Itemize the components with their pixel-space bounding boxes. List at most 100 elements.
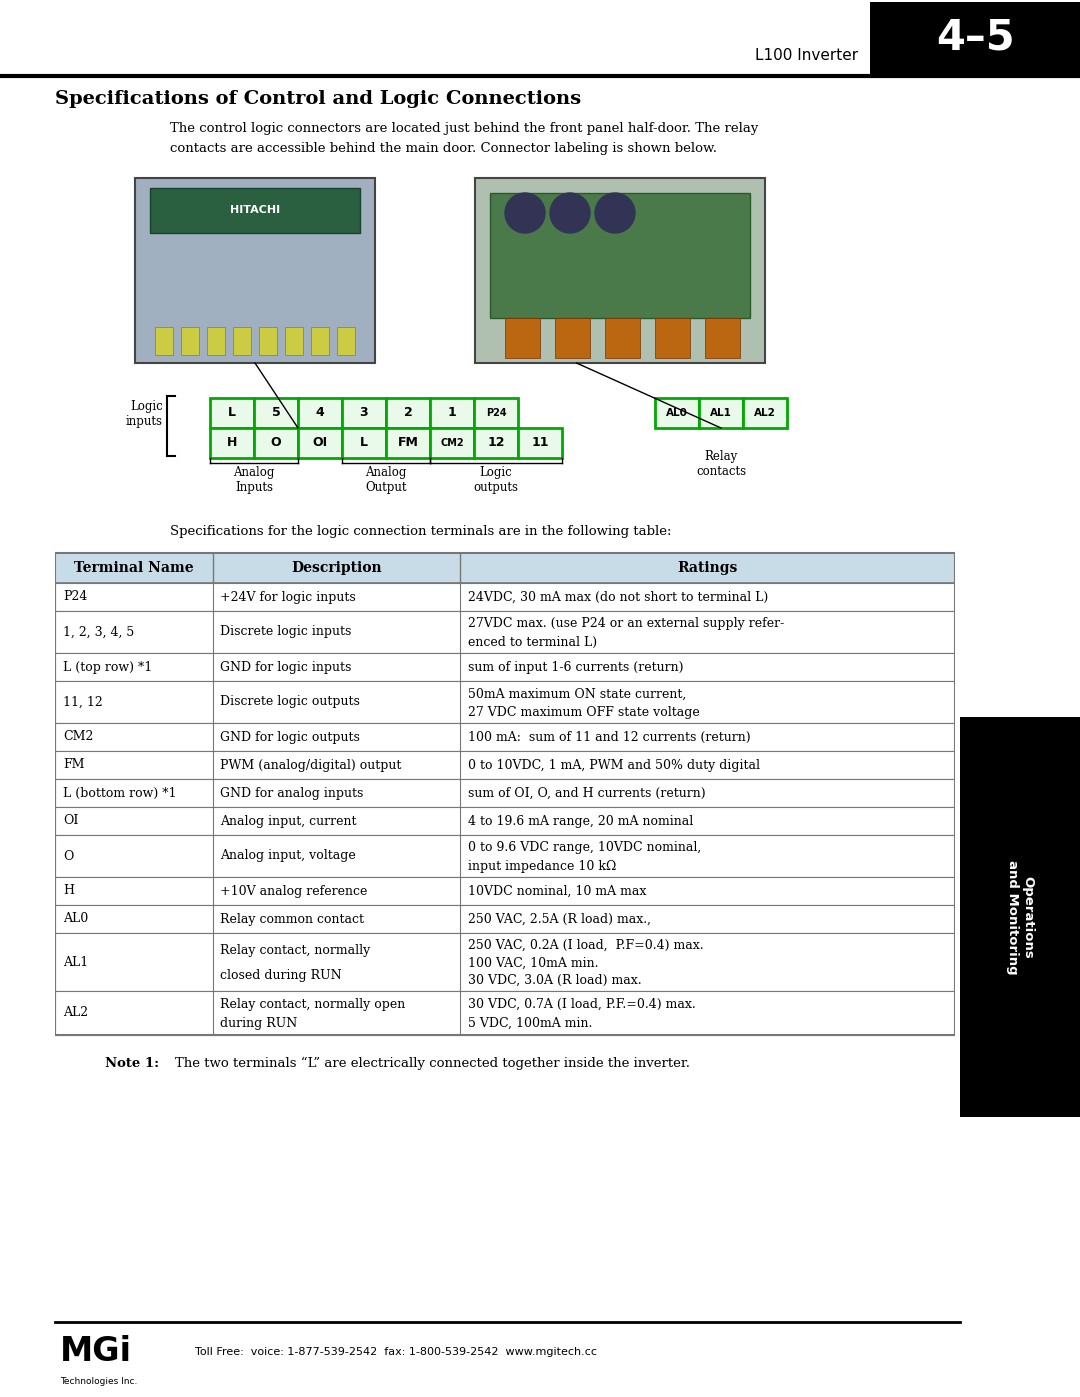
- FancyBboxPatch shape: [960, 717, 1080, 1118]
- FancyBboxPatch shape: [207, 327, 225, 355]
- Text: 5 VDC, 100mA min.: 5 VDC, 100mA min.: [468, 1017, 592, 1030]
- FancyBboxPatch shape: [55, 752, 955, 780]
- Text: Analog input, current: Analog input, current: [220, 814, 357, 827]
- Text: H: H: [227, 436, 238, 450]
- FancyBboxPatch shape: [430, 427, 474, 458]
- FancyBboxPatch shape: [254, 398, 298, 427]
- Text: OI: OI: [63, 814, 79, 827]
- FancyBboxPatch shape: [55, 724, 955, 752]
- FancyBboxPatch shape: [233, 327, 251, 355]
- Text: GND for logic inputs: GND for logic inputs: [220, 661, 352, 673]
- Text: L: L: [360, 436, 368, 450]
- Text: Specifications of Control and Logic Connections: Specifications of Control and Logic Conn…: [55, 89, 581, 108]
- FancyBboxPatch shape: [55, 680, 955, 724]
- Text: AL0: AL0: [63, 912, 89, 925]
- Text: 27VDC max. (use P24 or an external supply refer-: 27VDC max. (use P24 or an external suppl…: [468, 617, 784, 630]
- Text: Ratings: Ratings: [677, 562, 738, 576]
- FancyBboxPatch shape: [55, 780, 955, 807]
- FancyBboxPatch shape: [342, 398, 386, 427]
- FancyBboxPatch shape: [311, 327, 329, 355]
- Text: Logic
outputs: Logic outputs: [473, 467, 518, 495]
- Text: GND for logic outputs: GND for logic outputs: [220, 731, 361, 743]
- FancyBboxPatch shape: [505, 319, 540, 358]
- FancyBboxPatch shape: [337, 327, 355, 355]
- FancyBboxPatch shape: [55, 553, 955, 583]
- FancyBboxPatch shape: [55, 610, 955, 652]
- Text: Relay
contacts: Relay contacts: [696, 450, 746, 478]
- FancyBboxPatch shape: [386, 427, 430, 458]
- Text: 12: 12: [487, 436, 504, 450]
- Text: 4 to 19.6 mA range, 20 mA nominal: 4 to 19.6 mA range, 20 mA nominal: [468, 814, 693, 827]
- Text: Specifications for the logic connection terminals are in the following table:: Specifications for the logic connection …: [170, 525, 672, 538]
- Text: 0 to 10VDC, 1 mA, PWM and 50% duty digital: 0 to 10VDC, 1 mA, PWM and 50% duty digit…: [468, 759, 760, 771]
- FancyBboxPatch shape: [870, 1, 1080, 78]
- Text: 30 VDC, 3.0A (R load) max.: 30 VDC, 3.0A (R load) max.: [468, 974, 642, 986]
- Text: L100 Inverter: L100 Inverter: [755, 49, 858, 63]
- Text: Relay contact, normally open: Relay contact, normally open: [220, 997, 406, 1011]
- Text: AL0: AL0: [666, 408, 688, 418]
- FancyBboxPatch shape: [743, 398, 787, 427]
- FancyBboxPatch shape: [55, 933, 955, 990]
- FancyBboxPatch shape: [55, 652, 955, 680]
- Text: O: O: [63, 849, 73, 862]
- Text: 4: 4: [315, 407, 324, 419]
- Text: 27 VDC maximum OFF state voltage: 27 VDC maximum OFF state voltage: [468, 705, 700, 718]
- Text: Relay contact, normally: Relay contact, normally: [220, 944, 370, 957]
- FancyBboxPatch shape: [55, 905, 955, 933]
- Text: L (bottom row) *1: L (bottom row) *1: [63, 787, 176, 799]
- Text: Analog input, voltage: Analog input, voltage: [220, 849, 356, 862]
- Text: +10V analog reference: +10V analog reference: [220, 884, 368, 897]
- FancyBboxPatch shape: [342, 427, 386, 458]
- Text: OI: OI: [312, 436, 327, 450]
- Text: MGi: MGi: [60, 1336, 132, 1368]
- Text: 100 mA:  sum of 11 and 12 currents (return): 100 mA: sum of 11 and 12 currents (retur…: [468, 731, 751, 743]
- FancyBboxPatch shape: [55, 835, 955, 877]
- Text: 30 VDC, 0.7A (I load, P.F.=0.4) max.: 30 VDC, 0.7A (I load, P.F.=0.4) max.: [468, 997, 696, 1011]
- Text: 11: 11: [531, 436, 549, 450]
- Text: Terminal Name: Terminal Name: [73, 562, 193, 576]
- Text: sum of input 1-6 currents (return): sum of input 1-6 currents (return): [468, 661, 684, 673]
- FancyBboxPatch shape: [150, 189, 360, 233]
- Text: AL1: AL1: [710, 408, 732, 418]
- FancyBboxPatch shape: [298, 398, 342, 427]
- Text: 100 VAC, 10mA min.: 100 VAC, 10mA min.: [468, 957, 598, 970]
- Text: +24V for logic inputs: +24V for logic inputs: [220, 591, 356, 604]
- FancyBboxPatch shape: [298, 427, 342, 458]
- Text: Operations
and Monitoring: Operations and Monitoring: [1005, 859, 1034, 974]
- FancyBboxPatch shape: [135, 177, 375, 363]
- FancyBboxPatch shape: [699, 398, 743, 427]
- Text: 3: 3: [360, 407, 368, 419]
- FancyBboxPatch shape: [210, 398, 254, 427]
- Text: PWM (analog/digital) output: PWM (analog/digital) output: [220, 759, 402, 771]
- Text: O: O: [271, 436, 281, 450]
- FancyBboxPatch shape: [259, 327, 276, 355]
- Text: AL1: AL1: [63, 956, 89, 968]
- Text: Logic
inputs: Logic inputs: [126, 400, 163, 427]
- Text: enced to terminal L): enced to terminal L): [468, 636, 597, 648]
- Text: input impedance 10 kΩ: input impedance 10 kΩ: [468, 859, 617, 873]
- Text: Analog
Inputs: Analog Inputs: [233, 467, 274, 495]
- Text: 250 VAC, 2.5A (R load) max.,: 250 VAC, 2.5A (R load) max.,: [468, 912, 651, 925]
- FancyBboxPatch shape: [490, 193, 750, 319]
- Text: Discrete logic inputs: Discrete logic inputs: [220, 626, 352, 638]
- FancyBboxPatch shape: [430, 398, 474, 427]
- Text: Discrete logic outputs: Discrete logic outputs: [220, 696, 361, 708]
- Text: 50mA maximum ON state current,: 50mA maximum ON state current,: [468, 687, 686, 700]
- Text: 4–5: 4–5: [935, 17, 1014, 59]
- Text: during RUN: during RUN: [220, 1017, 298, 1030]
- Text: AL2: AL2: [754, 408, 775, 418]
- FancyBboxPatch shape: [55, 807, 955, 835]
- Text: FM: FM: [397, 436, 418, 450]
- FancyBboxPatch shape: [474, 398, 518, 427]
- FancyBboxPatch shape: [654, 319, 690, 358]
- FancyBboxPatch shape: [181, 327, 199, 355]
- FancyBboxPatch shape: [475, 177, 765, 363]
- Text: CM2: CM2: [441, 439, 463, 448]
- Text: Relay common contact: Relay common contact: [220, 912, 365, 925]
- Text: H: H: [63, 884, 75, 897]
- FancyBboxPatch shape: [285, 327, 303, 355]
- Text: L (top row) *1: L (top row) *1: [63, 661, 152, 673]
- FancyBboxPatch shape: [474, 427, 518, 458]
- Text: Technologies Inc.: Technologies Inc.: [60, 1377, 137, 1386]
- Text: 0 to 9.6 VDC range, 10VDC nominal,: 0 to 9.6 VDC range, 10VDC nominal,: [468, 841, 701, 855]
